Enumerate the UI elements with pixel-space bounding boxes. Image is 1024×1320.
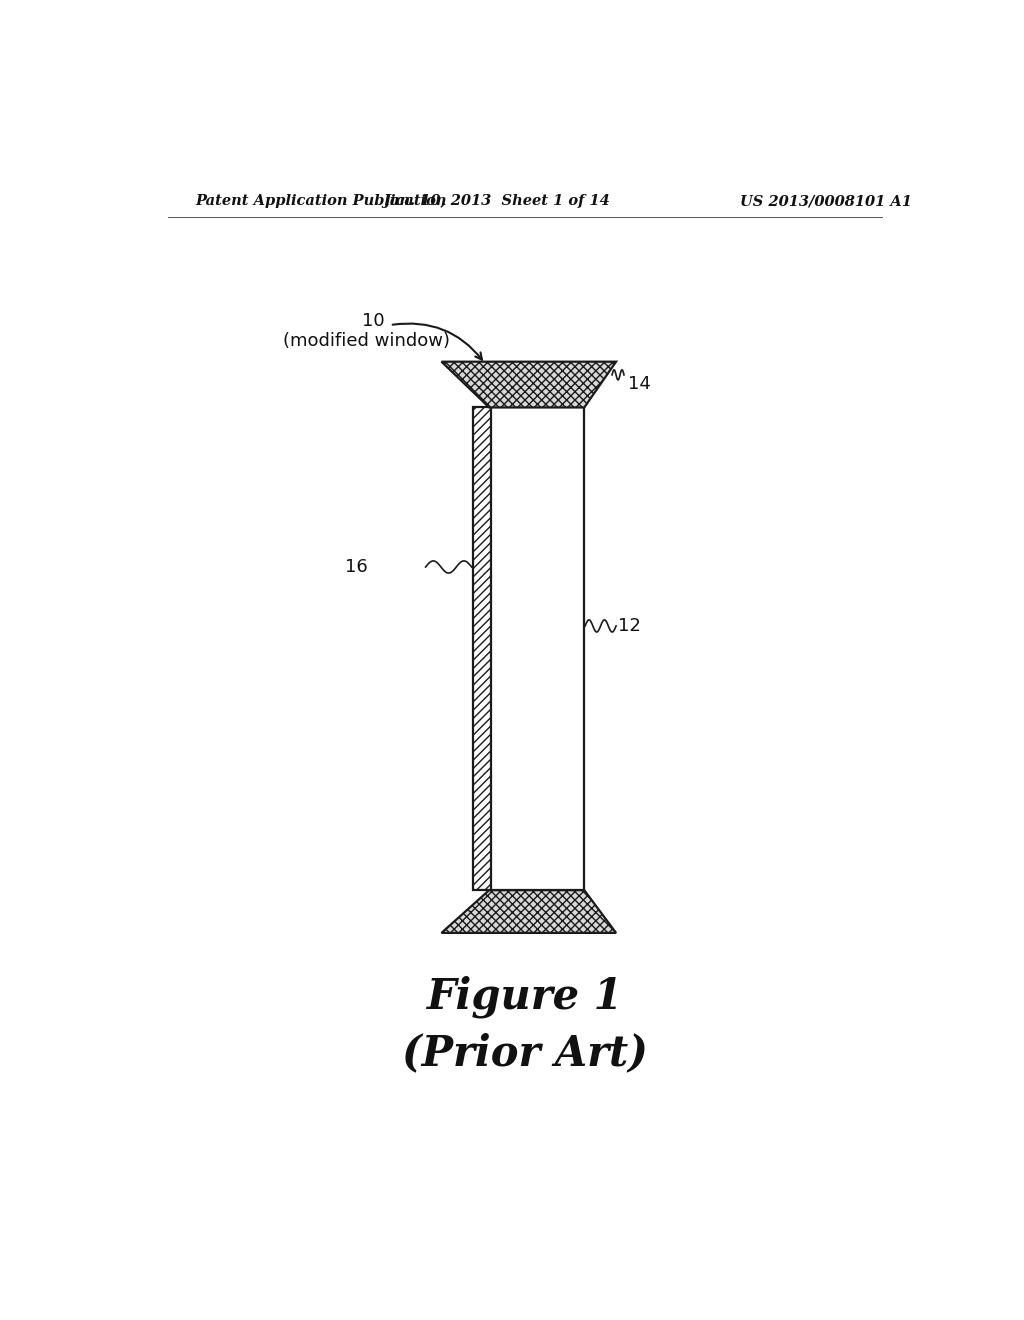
Text: Jan. 10, 2013  Sheet 1 of 14: Jan. 10, 2013 Sheet 1 of 14: [384, 194, 610, 209]
Bar: [473, 408, 492, 890]
Bar: [489, 408, 585, 890]
Text: Patent Application Publication: Patent Application Publication: [196, 194, 446, 209]
Text: US 2013/0008101 A1: US 2013/0008101 A1: [740, 194, 912, 209]
Text: (Prior Art): (Prior Art): [401, 1032, 648, 1074]
Text: 12: 12: [618, 616, 641, 635]
Text: Figure 1: Figure 1: [426, 975, 624, 1018]
Text: (modified window): (modified window): [283, 333, 450, 350]
Polygon shape: [441, 890, 616, 933]
Text: 14: 14: [628, 375, 651, 393]
FancyArrowPatch shape: [392, 323, 482, 359]
Polygon shape: [441, 362, 616, 408]
Text: 10: 10: [362, 312, 385, 330]
Text: 16: 16: [345, 558, 368, 576]
